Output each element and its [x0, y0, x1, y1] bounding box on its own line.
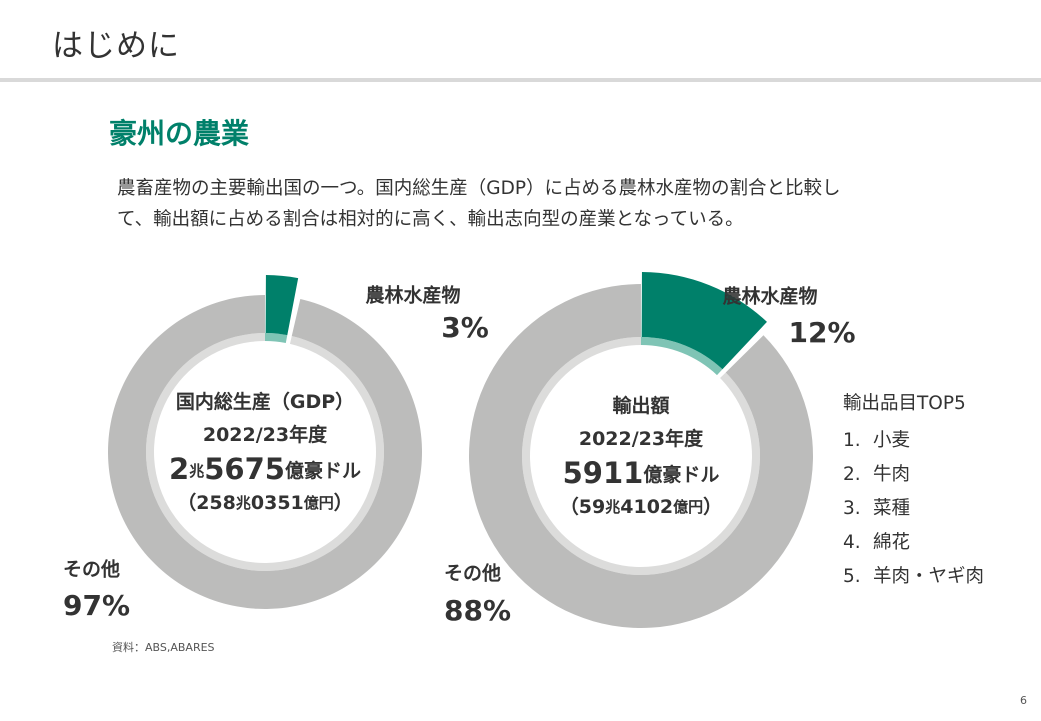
center-label-segment: （258 [177, 491, 236, 514]
list-item: 4. 綿花 [843, 526, 984, 560]
center-label-line: 2022/23年度 [579, 427, 704, 450]
intro-line: 農畜産物の主要輸出国の一つ。国内総生産（GDP）に占める農林水産物の割合と比較し [117, 178, 841, 199]
export-donut-chart: 農林水産物 12% その他 88% 輸出額 2022/23年度 5911億豪ドル （59兆41… [444, 272, 856, 628]
list-item-label: 小麦 [873, 430, 911, 451]
center-label-segment: 2022/23年度 [203, 423, 328, 446]
center-label-segment: 0351 [251, 492, 304, 514]
slice-value-other: 97% [63, 589, 130, 622]
list-item-number: 4. [843, 532, 861, 553]
center-label-segment: 兆 [236, 494, 251, 512]
list-item-label: 綿花 [873, 532, 911, 553]
list-item-label: 羊肉・ヤギ肉 [873, 566, 985, 587]
page-number: 6 [1020, 694, 1027, 707]
section-heading: 豪州の農業 [109, 117, 250, 150]
intro-text: 農畜産物の主要輸出国の一つ。国内総生産（GDP）に占める農林水産物の割合と比較し… [117, 173, 977, 235]
slice-label-agri: 農林水産物 [365, 284, 460, 307]
center-label-segment: 億豪ドル [285, 459, 361, 482]
slice-agri-inner [265, 333, 288, 343]
center-label-segment: 5911 [563, 456, 644, 490]
center-label-line: 輸出額 [612, 394, 669, 417]
center-label-line: 2022/23年度 [203, 423, 328, 446]
list-item: 1. 小麦 [843, 424, 984, 458]
center-label-segment: 億豪ドル [643, 463, 719, 486]
list-item: 5. 羊肉・ヤギ肉 [843, 560, 984, 594]
slice-agri [265, 275, 299, 336]
list-item-number: 2. [843, 464, 861, 485]
center-label-segment: 2022/23年度 [579, 427, 704, 450]
slice-value-agri: 3% [441, 311, 489, 344]
list-item-label: 菜種 [873, 498, 911, 519]
list-item-number: 5. [843, 566, 861, 587]
slice-other [469, 284, 814, 628]
list-item-label: 牛肉 [873, 464, 911, 485]
gdp-donut-chart: 農林水産物3%その他97%国内総生産（GDP）2022/23年度2兆5675億豪… [63, 275, 489, 622]
slice-label-other: その他 [444, 562, 501, 585]
center-label-segment: 5675 [204, 452, 285, 486]
export-items-heading: 輸出品目TOP5 [843, 393, 966, 414]
center-label-segment: ） [334, 491, 353, 514]
center-label-line: 2兆5675億豪ドル [169, 452, 361, 486]
source-note: 資料：ABS,ABARES [112, 641, 215, 654]
center-label-segment: 4102 [620, 496, 673, 518]
center-label-segment: 2 [169, 452, 189, 486]
center-label-segment: 国内総生産（GDP） [176, 390, 354, 413]
slice-value-other: 88% [444, 594, 511, 627]
slice-value-agri: 12% [788, 316, 855, 349]
center-label-line: （258兆0351億円） [177, 491, 353, 514]
page-title: はじめに [52, 28, 180, 64]
slice-agri-inner [641, 337, 723, 376]
slice-agri [641, 272, 767, 370]
center-label-segment: 億円 [673, 498, 703, 516]
list-item: 3. 菜種 [843, 492, 984, 526]
list-item-number: 1. [843, 430, 861, 451]
slice-label-other: その他 [63, 558, 120, 581]
export-items-list: 輸出品目TOP5 1. 小麦 2. 牛肉 3. 菜種 4. 綿花 5. 羊肉・ヤギ肉 [843, 389, 984, 594]
center-label-line: 5911億豪ドル [563, 456, 720, 490]
list-item-number: 3. [843, 498, 861, 519]
center-label-line: （59兆4102億円） [560, 495, 722, 518]
center-label-segment: 兆 [605, 498, 620, 516]
center-label-segment: （59 [560, 495, 605, 518]
intro-line: て、輸出額に占める割合は相対的に高く、輸出志向型の産業となっている。 [117, 209, 744, 230]
title-divider [0, 78, 1041, 82]
center-label-segment: 輸出額 [612, 394, 669, 417]
slice-label-agri: 農林水産物 [722, 285, 817, 308]
list-item: 2. 牛肉 [843, 458, 984, 492]
center-label-segment: 億円 [304, 494, 334, 512]
center-label-line: 国内総生産（GDP） [176, 390, 354, 413]
center-label-segment: 兆 [189, 462, 204, 480]
center-label-segment: ） [703, 495, 722, 518]
